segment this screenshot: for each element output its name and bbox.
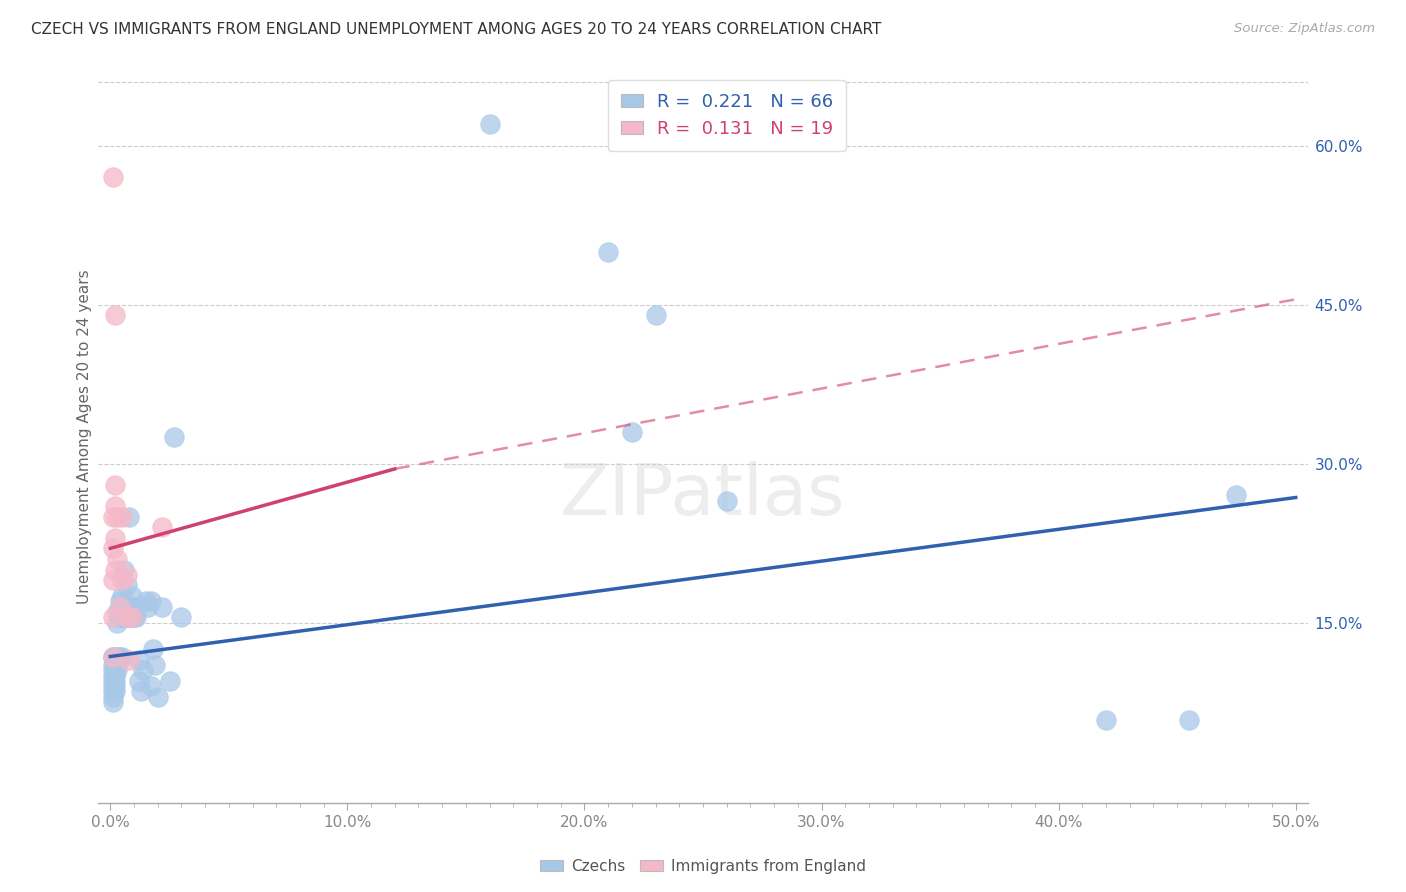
Point bbox=[114, 610, 136, 624]
Text: Source: ZipAtlas.com: Source: ZipAtlas.com bbox=[1234, 22, 1375, 36]
Point bbox=[105, 658, 128, 673]
Point bbox=[101, 668, 124, 682]
Point bbox=[122, 599, 145, 614]
Text: ZIPatlas: ZIPatlas bbox=[560, 461, 846, 530]
Point bbox=[644, 308, 666, 322]
Point bbox=[104, 499, 127, 513]
Point bbox=[170, 610, 193, 624]
Point bbox=[142, 642, 165, 657]
Point bbox=[118, 509, 141, 524]
Point bbox=[101, 673, 124, 688]
Point bbox=[108, 599, 131, 614]
Point bbox=[598, 244, 620, 259]
Point bbox=[163, 430, 186, 444]
Point bbox=[122, 610, 145, 624]
Point bbox=[139, 594, 162, 608]
Point bbox=[101, 679, 124, 693]
Point bbox=[152, 520, 174, 534]
Point bbox=[104, 649, 127, 664]
Point bbox=[159, 673, 181, 688]
Point bbox=[143, 658, 166, 673]
Point bbox=[104, 308, 127, 322]
Point bbox=[111, 509, 134, 524]
Point bbox=[114, 599, 136, 614]
Point bbox=[111, 649, 134, 664]
Point bbox=[135, 594, 157, 608]
Point bbox=[1225, 488, 1247, 502]
Point bbox=[1095, 713, 1118, 727]
Point bbox=[128, 653, 150, 667]
Point bbox=[121, 599, 143, 614]
Point bbox=[104, 679, 127, 693]
Point bbox=[125, 610, 148, 624]
Point bbox=[104, 684, 127, 698]
Point bbox=[139, 679, 162, 693]
Point bbox=[115, 605, 138, 619]
Point bbox=[101, 658, 124, 673]
Point bbox=[115, 567, 138, 582]
Point bbox=[1178, 713, 1201, 727]
Point bbox=[128, 673, 150, 688]
Text: CZECH VS IMMIGRANTS FROM ENGLAND UNEMPLOYMENT AMONG AGES 20 TO 24 YEARS CORRELAT: CZECH VS IMMIGRANTS FROM ENGLAND UNEMPLO… bbox=[31, 22, 882, 37]
Point bbox=[101, 649, 124, 664]
Legend: Czechs, Immigrants from England: Czechs, Immigrants from England bbox=[534, 853, 872, 880]
Point bbox=[101, 663, 124, 677]
Point bbox=[121, 589, 143, 603]
Point bbox=[101, 541, 124, 556]
Point bbox=[620, 425, 643, 439]
Point bbox=[716, 493, 738, 508]
Point bbox=[101, 509, 124, 524]
Point bbox=[108, 649, 131, 664]
Point bbox=[118, 610, 141, 624]
Point bbox=[105, 649, 128, 664]
Point bbox=[104, 477, 127, 491]
Point bbox=[105, 509, 128, 524]
Point bbox=[105, 605, 128, 619]
Point bbox=[121, 610, 143, 624]
Point bbox=[104, 668, 127, 682]
Point bbox=[104, 563, 127, 577]
Point bbox=[105, 552, 128, 566]
Point bbox=[101, 649, 124, 664]
Point bbox=[101, 695, 124, 709]
Point bbox=[132, 663, 155, 677]
Point bbox=[101, 573, 124, 587]
Point bbox=[104, 658, 127, 673]
Point bbox=[115, 578, 138, 592]
Point bbox=[121, 610, 143, 624]
Point bbox=[105, 653, 128, 667]
Point bbox=[111, 573, 134, 587]
Point bbox=[108, 594, 131, 608]
Point bbox=[478, 117, 501, 131]
Y-axis label: Unemployment Among Ages 20 to 24 years: Unemployment Among Ages 20 to 24 years bbox=[77, 269, 91, 605]
Point bbox=[105, 615, 128, 630]
Point bbox=[105, 663, 128, 677]
Point bbox=[108, 610, 131, 624]
Point bbox=[114, 563, 136, 577]
Point bbox=[101, 684, 124, 698]
Point bbox=[101, 649, 124, 664]
Point bbox=[146, 690, 169, 704]
Point bbox=[118, 599, 141, 614]
Point bbox=[115, 610, 138, 624]
Point bbox=[152, 599, 174, 614]
Legend: R =  0.221   N = 66, R =  0.131   N = 19: R = 0.221 N = 66, R = 0.131 N = 19 bbox=[609, 80, 846, 151]
Point bbox=[108, 599, 131, 614]
Point bbox=[136, 599, 159, 614]
Point bbox=[101, 610, 124, 624]
Point bbox=[104, 531, 127, 545]
Point bbox=[111, 589, 134, 603]
Point bbox=[111, 605, 134, 619]
Point bbox=[101, 690, 124, 704]
Point bbox=[118, 653, 141, 667]
Point bbox=[101, 170, 124, 185]
Point bbox=[129, 684, 152, 698]
Point bbox=[115, 610, 138, 624]
Point bbox=[104, 673, 127, 688]
Point bbox=[111, 610, 134, 624]
